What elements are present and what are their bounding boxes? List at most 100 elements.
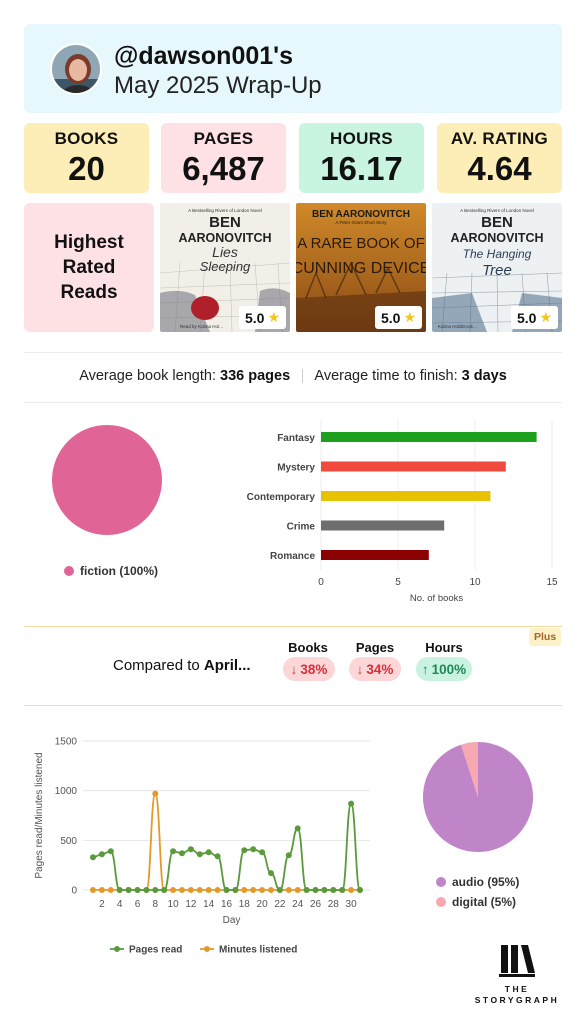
comparison-label: Compared to April... xyxy=(113,657,251,674)
genre-bar-chart: 0 5 10 15 Fantasy Mystery Contemporary Crime Rom… xyxy=(247,420,558,604)
data-point[interactable] xyxy=(268,887,274,893)
stat-value: 6,487 xyxy=(182,150,265,187)
data-point[interactable] xyxy=(285,852,292,859)
pie-slice-digital[interactable] xyxy=(461,742,478,797)
stat-average-rating: AV. RATING 4.64 xyxy=(437,123,562,193)
stat-label: PAGES xyxy=(193,129,254,148)
book-rating-badge: 5.0 ★ xyxy=(238,306,286,329)
x-tick-label: 4 xyxy=(117,899,123,910)
svg-text:BEN AARONOVITCH: BEN AARONOVITCH xyxy=(312,209,410,220)
data-point[interactable] xyxy=(170,848,177,855)
data-point[interactable] xyxy=(214,853,221,860)
data-point[interactable] xyxy=(179,887,185,893)
series-line-minutes-listened[interactable] xyxy=(93,792,360,891)
legend-dot xyxy=(436,877,446,887)
data-point[interactable] xyxy=(357,887,363,893)
storygraph-logo[interactable]: THE STORYGRAPH xyxy=(472,943,562,1006)
data-point[interactable] xyxy=(90,887,96,893)
x-tick-label: 5 xyxy=(395,577,401,588)
data-point[interactable] xyxy=(196,851,203,858)
bar-crime[interactable] xyxy=(321,520,445,531)
data-point[interactable] xyxy=(223,887,230,893)
data-point[interactable] xyxy=(241,887,248,893)
average-length-value: 336 pages xyxy=(220,368,291,384)
book-cover-lies-sleeping[interactable]: A Bestselling Rivers of London Novel BEN… xyxy=(160,203,290,332)
data-point[interactable] xyxy=(179,850,185,857)
data-point[interactable] xyxy=(259,849,266,856)
data-point[interactable] xyxy=(259,887,266,893)
y-tick-label: 1500 xyxy=(55,737,78,748)
data-point[interactable] xyxy=(294,887,301,893)
data-point[interactable] xyxy=(241,847,248,854)
data-point[interactable] xyxy=(196,887,203,893)
data-point[interactable] xyxy=(187,846,194,853)
data-point[interactable] xyxy=(125,887,132,893)
data-point[interactable] xyxy=(312,887,319,893)
data-point[interactable] xyxy=(161,887,168,893)
data-point[interactable] xyxy=(98,851,105,858)
svg-text:Sleeping: Sleeping xyxy=(200,259,251,274)
data-point[interactable] xyxy=(205,849,212,856)
legend-label[interactable]: Minutes listened xyxy=(219,945,297,956)
stat-label: AV. RATING xyxy=(450,129,549,148)
divider xyxy=(24,352,562,353)
data-point[interactable] xyxy=(205,887,212,893)
bar-fantasy[interactable] xyxy=(321,432,537,442)
x-tick-label: 26 xyxy=(310,899,322,910)
book-cover-hanging-tree[interactable]: A Bestselling Rivers of London Novel BEN… xyxy=(432,203,562,332)
x-tick-label: 20 xyxy=(257,899,269,910)
data-point[interactable] xyxy=(303,887,310,893)
category-label: Contemporary xyxy=(247,492,316,503)
data-point[interactable] xyxy=(285,887,292,893)
data-point[interactable] xyxy=(250,846,257,853)
bar-mystery[interactable] xyxy=(321,461,506,472)
data-point[interactable] xyxy=(107,887,114,893)
x-tick-label: 28 xyxy=(328,899,340,910)
x-tick-label: 10 xyxy=(469,577,481,588)
compare-hours-pill: ↑ 100% xyxy=(416,657,472,681)
data-point[interactable] xyxy=(268,870,274,877)
data-point[interactable] xyxy=(90,854,96,861)
data-point[interactable] xyxy=(348,887,355,893)
data-point[interactable] xyxy=(276,887,283,893)
data-point[interactable] xyxy=(170,887,177,893)
stat-label: HOURS xyxy=(330,129,393,148)
data-point[interactable] xyxy=(152,887,159,893)
format-pie-chart: audio (95%) digital (5%) xyxy=(423,742,533,909)
data-point[interactable] xyxy=(339,887,346,893)
series-line-pages-read[interactable] xyxy=(92,802,361,891)
average-time-value: 3 days xyxy=(461,368,507,384)
data-point[interactable] xyxy=(294,825,301,832)
svg-text:BEN: BEN xyxy=(209,214,241,231)
legend-swatch-dot xyxy=(204,946,210,952)
pie-slice-fiction[interactable] xyxy=(52,425,162,535)
data-point[interactable] xyxy=(116,887,123,893)
divider xyxy=(24,402,562,403)
wrap-up-header: @dawson001's May 2025 Wrap-Up xyxy=(24,24,562,113)
legend-label[interactable]: Pages read xyxy=(129,945,182,956)
data-point[interactable] xyxy=(143,887,150,893)
data-point[interactable] xyxy=(98,887,105,893)
x-tick-label: 22 xyxy=(274,899,286,910)
x-axis-label: Day xyxy=(223,915,241,926)
x-tick-label: 15 xyxy=(546,577,558,588)
data-point[interactable] xyxy=(214,887,221,893)
data-point[interactable] xyxy=(152,790,159,797)
data-point[interactable] xyxy=(330,887,337,893)
book-tagline: A Bestselling Rivers of London Novel xyxy=(460,208,534,213)
data-point[interactable] xyxy=(348,800,355,807)
stat-value: 16.17 xyxy=(320,150,403,187)
x-tick-label: 14 xyxy=(203,899,215,910)
data-point[interactable] xyxy=(107,848,114,855)
data-point[interactable] xyxy=(187,887,194,893)
book-cover-rare-book[interactable]: BEN AARONOVITCH A Peter Grant Short Stor… xyxy=(296,203,426,332)
username: @dawson001's xyxy=(114,42,294,70)
logo-line1: THE xyxy=(504,984,530,994)
data-point[interactable] xyxy=(232,887,239,893)
avatar[interactable] xyxy=(50,43,102,95)
data-point[interactable] xyxy=(134,887,141,893)
bar-romance[interactable] xyxy=(321,550,429,560)
data-point[interactable] xyxy=(250,887,257,893)
data-point[interactable] xyxy=(321,887,328,893)
bar-contemporary[interactable] xyxy=(321,491,491,501)
